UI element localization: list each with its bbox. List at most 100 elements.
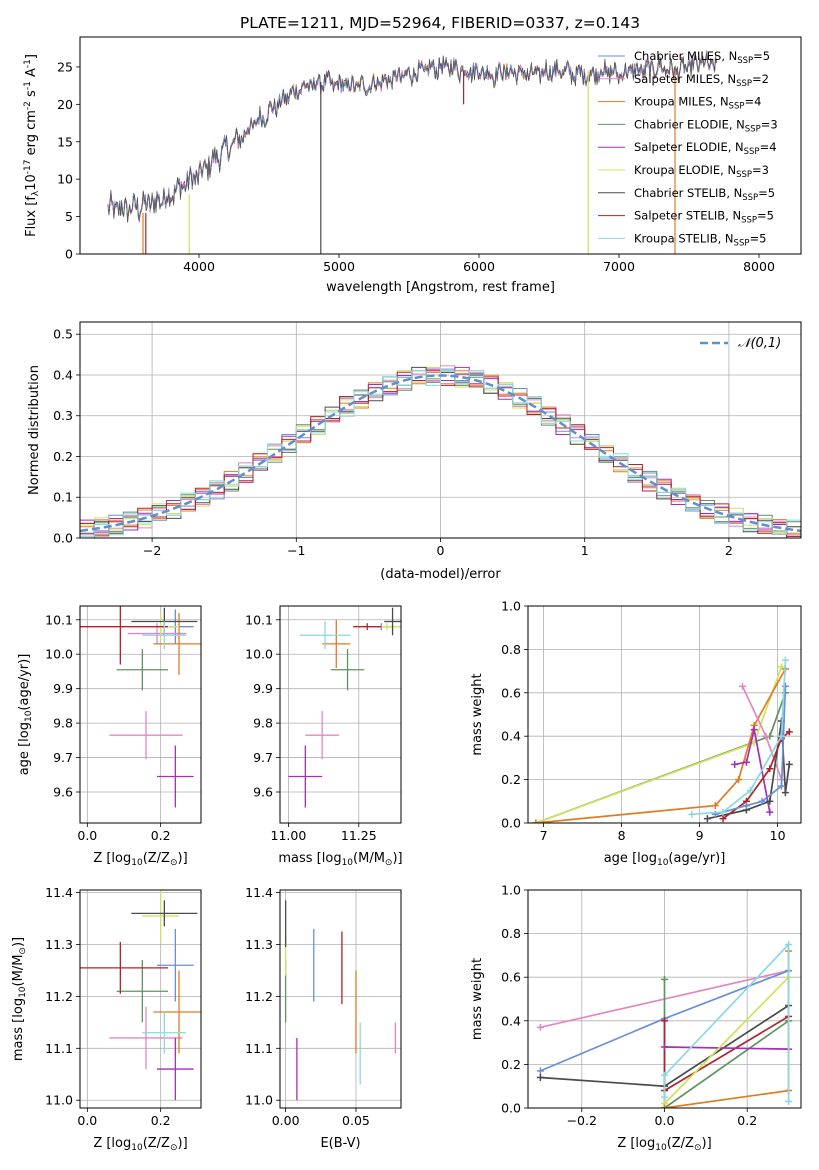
legend-residuals: 𝒩(0,1) [700,336,781,351]
x-tick-label: 0.0 [77,1113,97,1128]
errorbar-salpeter_elodie [157,745,194,808]
y-axis-label: age [log10(age/yr)] [17,654,34,776]
axes-frame [527,889,802,1109]
y-tick-label: 9.9 [253,681,273,696]
x-tick-label: 0.2 [151,828,171,843]
panel-residuals: −2 −1 0 1 2 0.0 0.1 0.2 0.3 0.4 0.5 𝒩(0,1) (data-mod… [27,321,802,582]
y-tick-label: 9.8 [253,716,273,731]
x-tick-label: 0.2 [737,1113,757,1128]
y-tick-label: 0.6 [501,685,521,700]
y-tick-label: 0.4 [501,1013,521,1028]
x-axis-label: mass [log10(M/M⊙)] [278,851,402,868]
y-tick-label: 9.6 [53,785,73,800]
errorbar-salpeter_stelib [80,941,168,994]
y-tick-label: 20 [57,97,73,112]
y-tick-label: 9.7 [253,750,273,765]
legend-label-gauss: 𝒩(0,1) [738,336,781,351]
plot-area-spectrum [107,50,717,254]
axes-frame [79,605,202,824]
x-tick-label: 8000 [743,259,775,274]
y-tick-label: 10.1 [45,612,73,627]
plot-area-residuals [80,365,801,538]
y-tick-label: 11.1 [45,1041,73,1056]
x-tick-label: 4000 [183,259,215,274]
series-chabrier_miles [711,682,789,818]
panel-mass_vs_EBV: 0.00 0.05 11.0 11.1 11.2 11.3 11.4 E(B-V) [245,885,402,1151]
y-tick-label: 0.8 [501,642,521,657]
panel-age_vs_mass: 11.00 11.25 9.6 9.7 9.8 9.9 10.0 10.1 mass [log1… [245,605,403,868]
errorbar-salpeter_stelib [80,606,168,665]
errorbar-kroupa_miles [322,619,351,668]
x-tick-label: 0.00 [272,1113,300,1128]
y-tick-label: 0.6 [501,970,521,985]
histogram-kroupa_stelib [80,370,801,537]
axes-frame [79,889,202,1109]
y-tick-label: 1.0 [501,599,521,614]
y-axis-label: mass weight [470,673,485,755]
x-tick-label: 9 [696,828,704,843]
y-tick-label: 0.1 [53,490,73,505]
errorbar-chabrier_elodie [116,960,168,1023]
y-tick-label: 0.0 [501,816,521,831]
legend-spectrum: Chabrier MILES, NSSP=5 Salpeter MILES, NS… [598,49,778,248]
errorbar-salpeter_miles [109,711,183,760]
x-tick-label: 11.00 [271,828,307,843]
y-tick-label: 11.0 [245,1093,273,1108]
spectrum-line-chabrier_stelib [107,50,717,223]
x-tick-label: 0.2 [151,1113,171,1128]
y-tick-label: 1.0 [501,883,521,898]
errorbar-kroupa_elodie [142,890,179,942]
series-kroupa_stelib [688,656,789,818]
y-tick-label: 11.4 [45,885,73,900]
errorbar-kroupa_miles [153,970,201,1054]
y-tick-label: 11.0 [45,1093,73,1108]
x-tick-label: 2 [725,543,733,558]
x-tick-label: 10 [770,828,786,843]
y-tick-label: 11.1 [245,1041,273,1056]
y-axis-label: Flux [fλ10-17 erg cm-2 s-1 A-1] [23,54,41,237]
y-tick-label: 0.2 [53,449,73,464]
plot-area-weight_vs_age [532,656,793,823]
y-tick-label: 0.2 [501,1057,521,1072]
y-tick-label: 0.0 [501,1101,521,1116]
panel-weight_vs_Z: −0.2 0.0 0.2 0.0 0.2 0.4 0.6 0.8 1.0 Z [log10(Z/Z… [470,883,802,1153]
legend-label-chabrier_miles: Chabrier MILES, NSSP=5 [634,49,770,66]
errorbar-salpeter_elodie [157,1037,194,1101]
y-tick-label: 25 [57,59,73,74]
x-tick-label: 0.0 [655,1113,675,1128]
errorbar-chabrier_stelib [131,900,198,927]
y-tick-label: 0.5 [53,327,73,342]
axes-frame [279,605,402,824]
y-tick-label: 0.0 [53,531,73,546]
axes-frame [527,605,802,824]
y-tick-label: 0.4 [501,729,521,744]
series-kroupa_stelib [661,941,793,1105]
y-tick-label: 0.2 [501,772,521,787]
x-tick-label: 1 [581,543,589,558]
legend-label-kroupa_stelib: Kroupa STELIB, NSSP=5 [634,231,766,248]
plot-area-mass_vs_EBV [284,900,397,1101]
x-axis-label: (data-model)/error [380,567,501,582]
y-tick-label: 9.6 [253,785,273,800]
x-tick-label: 0 [437,543,445,558]
x-tick-label: 5000 [323,259,355,274]
y-tick-label: 11.2 [245,989,273,1004]
axes-frame [79,36,802,255]
chart-title: PLATE=1211, MJD=52964, FIBERID=0337, z=0… [240,14,640,32]
y-tick-label: 10.0 [245,647,273,662]
legend-label-kroupa_elodie: Kroupa ELODIE, NSSP=3 [634,163,769,180]
y-tick-label: 10.0 [45,647,73,662]
x-tick-label: −2 [143,543,161,558]
errorbar-salpeter_miles [109,1006,183,1070]
errorbar-salpeter_miles [305,711,340,760]
gaussian-curve [80,374,801,533]
y-tick-label: 9.9 [53,681,73,696]
y-tick-label: 11.3 [245,937,273,952]
panel-mass_vs_Z: 0.0 0.2 11.0 11.1 11.2 11.3 11.4 Z [log10(Z/Z⊙)… [11,885,202,1153]
y-tick-label: 0.3 [53,408,73,423]
y-tick-label: 11.3 [45,937,73,952]
y-axis-label: Normed distribution [27,365,42,495]
y-tick-label: 0 [65,247,73,262]
